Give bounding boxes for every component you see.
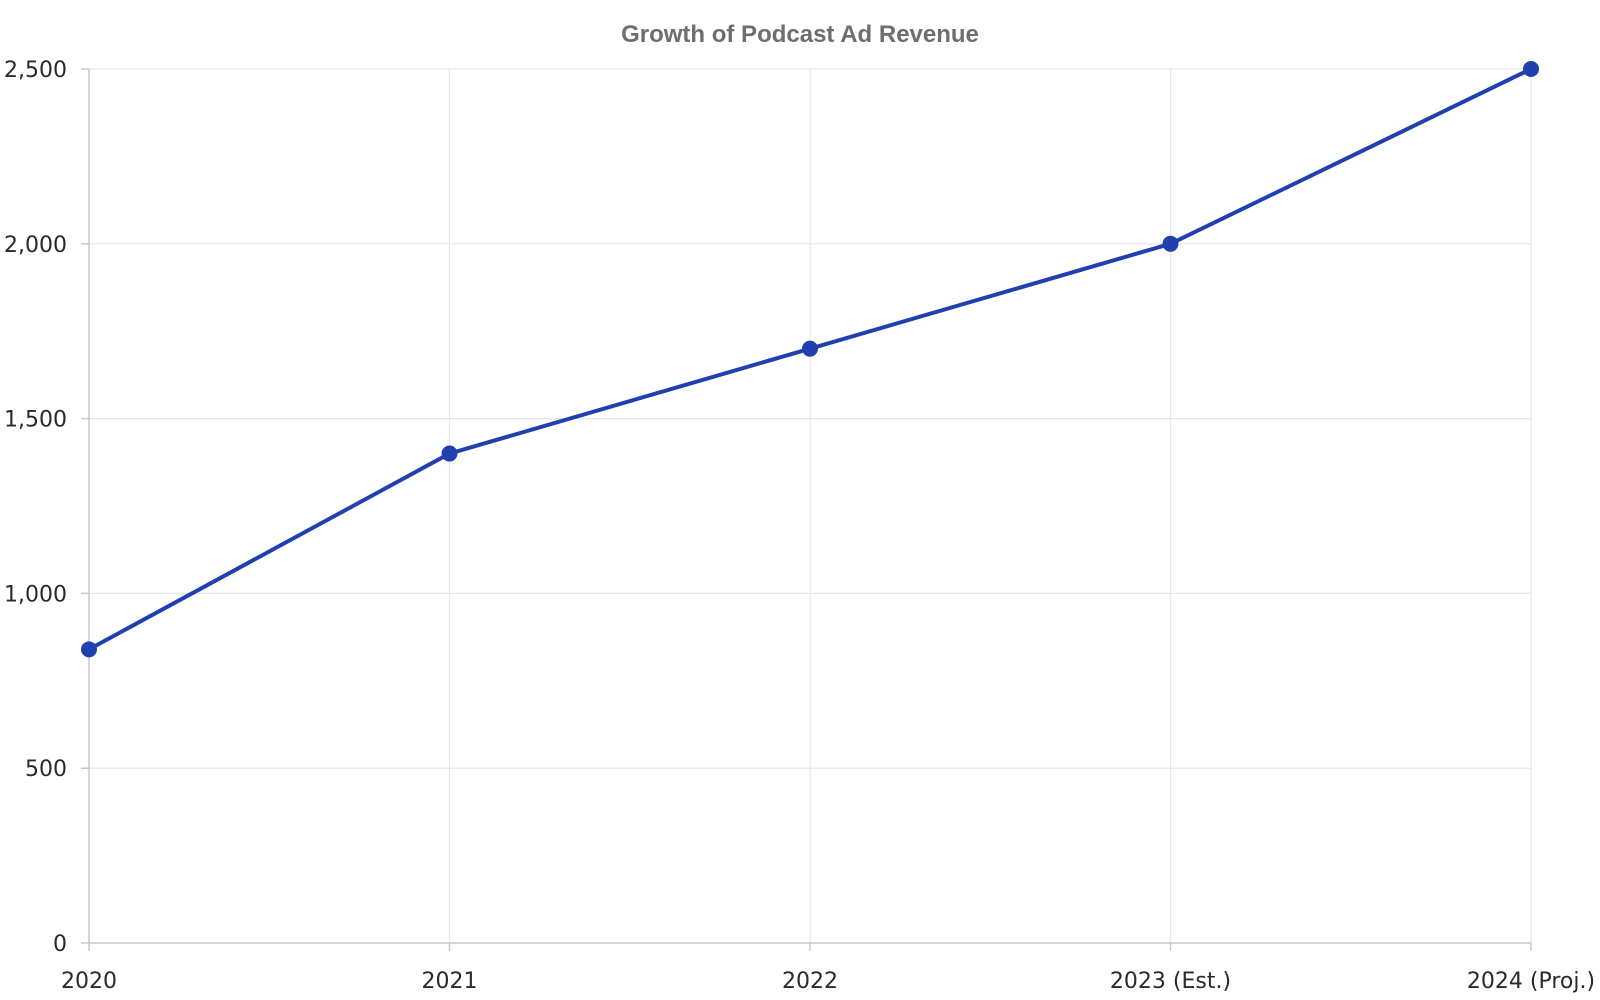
x-tick-label: 2022 <box>782 969 838 994</box>
data-point[interactable] <box>1523 61 1539 77</box>
x-tick-label: 2020 <box>61 969 117 994</box>
y-tick-label: 1,000 <box>4 582 67 607</box>
y-tick-label: 2,500 <box>4 58 67 83</box>
axes <box>81 68 1532 951</box>
y-tick-label: 1,500 <box>4 408 67 433</box>
y-tick-label: 500 <box>25 757 67 782</box>
chart-title: Growth of Podcast Ad Revenue <box>621 21 979 48</box>
data-point[interactable] <box>802 340 818 357</box>
data-point[interactable] <box>441 445 458 462</box>
data-point[interactable] <box>1162 235 1179 252</box>
x-tick-label: 2023 (Est.) <box>1110 969 1231 994</box>
grid-lines <box>89 68 1532 943</box>
data-point[interactable] <box>81 641 97 658</box>
y-tick-label: 2,000 <box>4 233 67 258</box>
y-tick-label: 0 <box>53 932 67 957</box>
x-tick-label: 2024 (Proj.) <box>1467 969 1595 994</box>
tick-labels: 0 500 1,000 1,500 2,000 2,500 2020 2021 2022 2023… <box>4 58 1595 994</box>
x-tick-label: 2021 <box>422 969 478 994</box>
data-points <box>81 61 1539 658</box>
